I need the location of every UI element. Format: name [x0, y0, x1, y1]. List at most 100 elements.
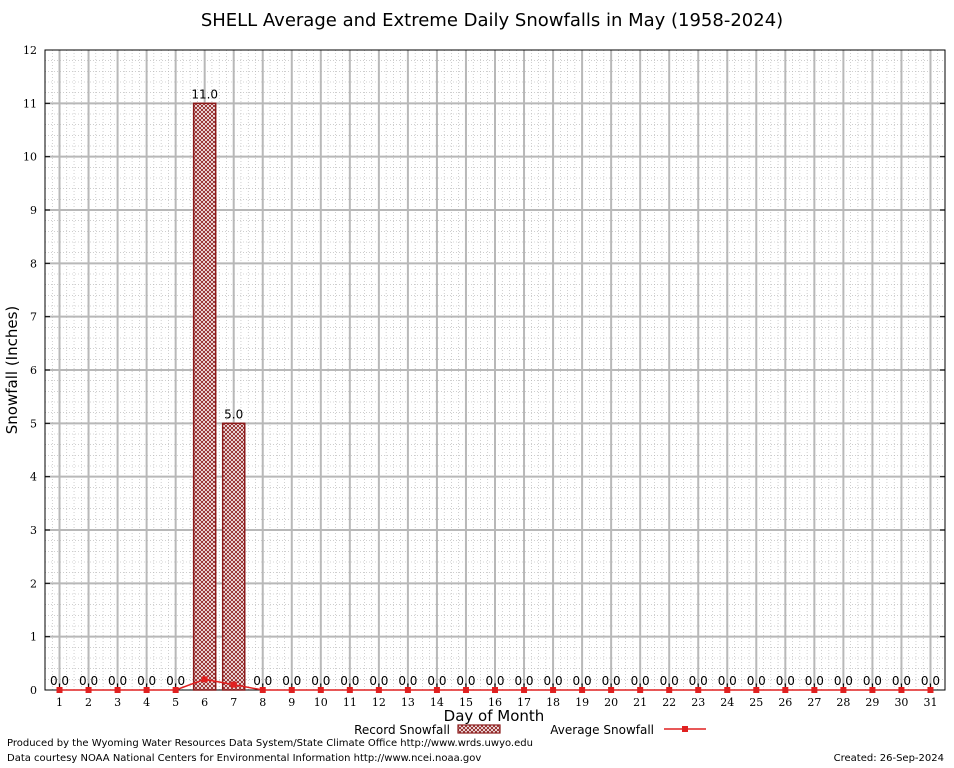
y-tick-label: 0 — [30, 684, 37, 697]
bar-value-label: 0.0 — [573, 674, 592, 688]
x-tick-label: 2 — [85, 696, 92, 709]
bar-value-label: 0.0 — [834, 674, 853, 688]
bar-value-label: 0.0 — [253, 674, 272, 688]
average-point — [840, 687, 847, 693]
record-bar — [221, 422, 246, 691]
average-point — [143, 687, 150, 693]
x-tick-label: 28 — [836, 696, 850, 709]
bar-value-label: 0.0 — [805, 674, 824, 688]
legend-average-label: Average Snowfall — [550, 723, 654, 737]
x-tick-label: 4 — [143, 696, 150, 709]
average-point — [637, 687, 644, 693]
average-point — [550, 687, 557, 693]
bar-value-label: 0.0 — [50, 674, 69, 688]
x-tick-label: 26 — [778, 696, 792, 709]
x-tick-label: 24 — [720, 696, 734, 709]
footer-data-courtesy: Data courtesy NOAA National Centers for … — [7, 753, 482, 764]
y-tick-label: 12 — [23, 44, 37, 57]
x-tick-label: 20 — [604, 696, 618, 709]
bar-value-label: 0.0 — [369, 674, 388, 688]
bar-value-label: 0.0 — [282, 674, 301, 688]
average-point — [346, 687, 353, 693]
average-point — [230, 681, 237, 688]
bar-value-label: 0.0 — [892, 674, 911, 688]
y-tick-label: 4 — [30, 471, 37, 484]
average-point — [782, 687, 789, 693]
bar-value-label: 0.0 — [602, 674, 621, 688]
bar-value-label: 0.0 — [921, 674, 940, 688]
y-tick-label: 10 — [23, 151, 37, 164]
y-tick-label: 2 — [30, 577, 37, 590]
bar-value-label: 0.0 — [863, 674, 882, 688]
average-point — [462, 687, 469, 693]
x-tick-label: 18 — [546, 696, 560, 709]
average-point — [433, 687, 440, 693]
average-point — [898, 687, 905, 693]
average-line — [56, 676, 934, 693]
grid — [45, 50, 946, 690]
bar-value-label: 0.0 — [689, 674, 708, 688]
average-point — [56, 687, 63, 693]
x-tick-label: 23 — [691, 696, 705, 709]
average-point — [608, 687, 615, 693]
average-point — [579, 687, 586, 693]
y-tick-label: 3 — [30, 524, 37, 537]
y-tick-label: 7 — [30, 311, 37, 324]
bar-value-label: 0.0 — [398, 674, 417, 688]
x-tick-label: 31 — [923, 696, 937, 709]
y-tick-label: 8 — [30, 257, 37, 270]
average-point — [85, 687, 92, 693]
x-tick-label: 30 — [894, 696, 908, 709]
x-tick-label: 13 — [401, 696, 415, 709]
bar-value-label: 0.0 — [340, 674, 359, 688]
x-tick-label: 27 — [807, 696, 821, 709]
average-point — [492, 687, 498, 693]
x-tick-label: 8 — [259, 696, 266, 709]
average-point — [753, 687, 760, 693]
average-point — [172, 687, 179, 693]
bar-value-label: 0.0 — [660, 674, 679, 688]
x-tick-label: 19 — [575, 696, 589, 709]
x-tick-label: 17 — [517, 696, 531, 709]
bar-value-label: 11.0 — [191, 87, 218, 101]
x-tick-label: 12 — [372, 696, 386, 709]
average-point — [927, 687, 934, 693]
average-point — [201, 676, 208, 683]
y-tick-label: 1 — [30, 631, 37, 644]
x-tick-label: 7 — [230, 696, 237, 709]
x-tick-label: 6 — [201, 696, 208, 709]
y-axis-label: Snowfall (Inches) — [3, 306, 21, 434]
x-tick-label: 11 — [343, 696, 357, 709]
bar-value-label: 0.0 — [718, 674, 737, 688]
bar-value-label: 0.0 — [514, 674, 533, 688]
average-point — [695, 687, 702, 693]
bar-value-label: 0.0 — [544, 674, 563, 688]
average-point — [724, 687, 731, 693]
footer-created: Created: 26-Sep-2024 — [833, 753, 944, 764]
average-point — [404, 687, 411, 693]
average-point — [811, 687, 818, 693]
average-point — [869, 687, 876, 693]
legend-record-swatch — [457, 724, 501, 734]
x-tick-label: 22 — [662, 696, 676, 709]
legend-record-label: Record Snowfall — [354, 723, 450, 737]
y-tick-label: 6 — [30, 364, 37, 377]
y-tick-label: 11 — [23, 97, 37, 110]
legend: Record Snowfall Average Snowfall — [354, 723, 706, 737]
x-tick-label: 15 — [459, 696, 473, 709]
footer-produced-by: Produced by the Wyoming Water Resources … — [7, 738, 533, 749]
x-tick-label: 5 — [172, 696, 179, 709]
data-labels: 0.0 0.0 0.0 0.0 0.0 11.0 5.0 0.0 0.0 0.0 0.0 0.0 0.0… — [50, 87, 940, 688]
record-bar — [192, 102, 217, 691]
legend-average-marker — [682, 726, 688, 732]
x-tick-label: 16 — [488, 696, 502, 709]
x-tick-label: 25 — [749, 696, 763, 709]
bar-value-label: 0.0 — [747, 674, 766, 688]
average-point — [288, 687, 295, 693]
bars — [192, 102, 246, 691]
bar-value-label: 0.0 — [79, 674, 98, 688]
x-tick-label: 21 — [633, 696, 647, 709]
bar-value-label: 0.0 — [137, 674, 156, 688]
